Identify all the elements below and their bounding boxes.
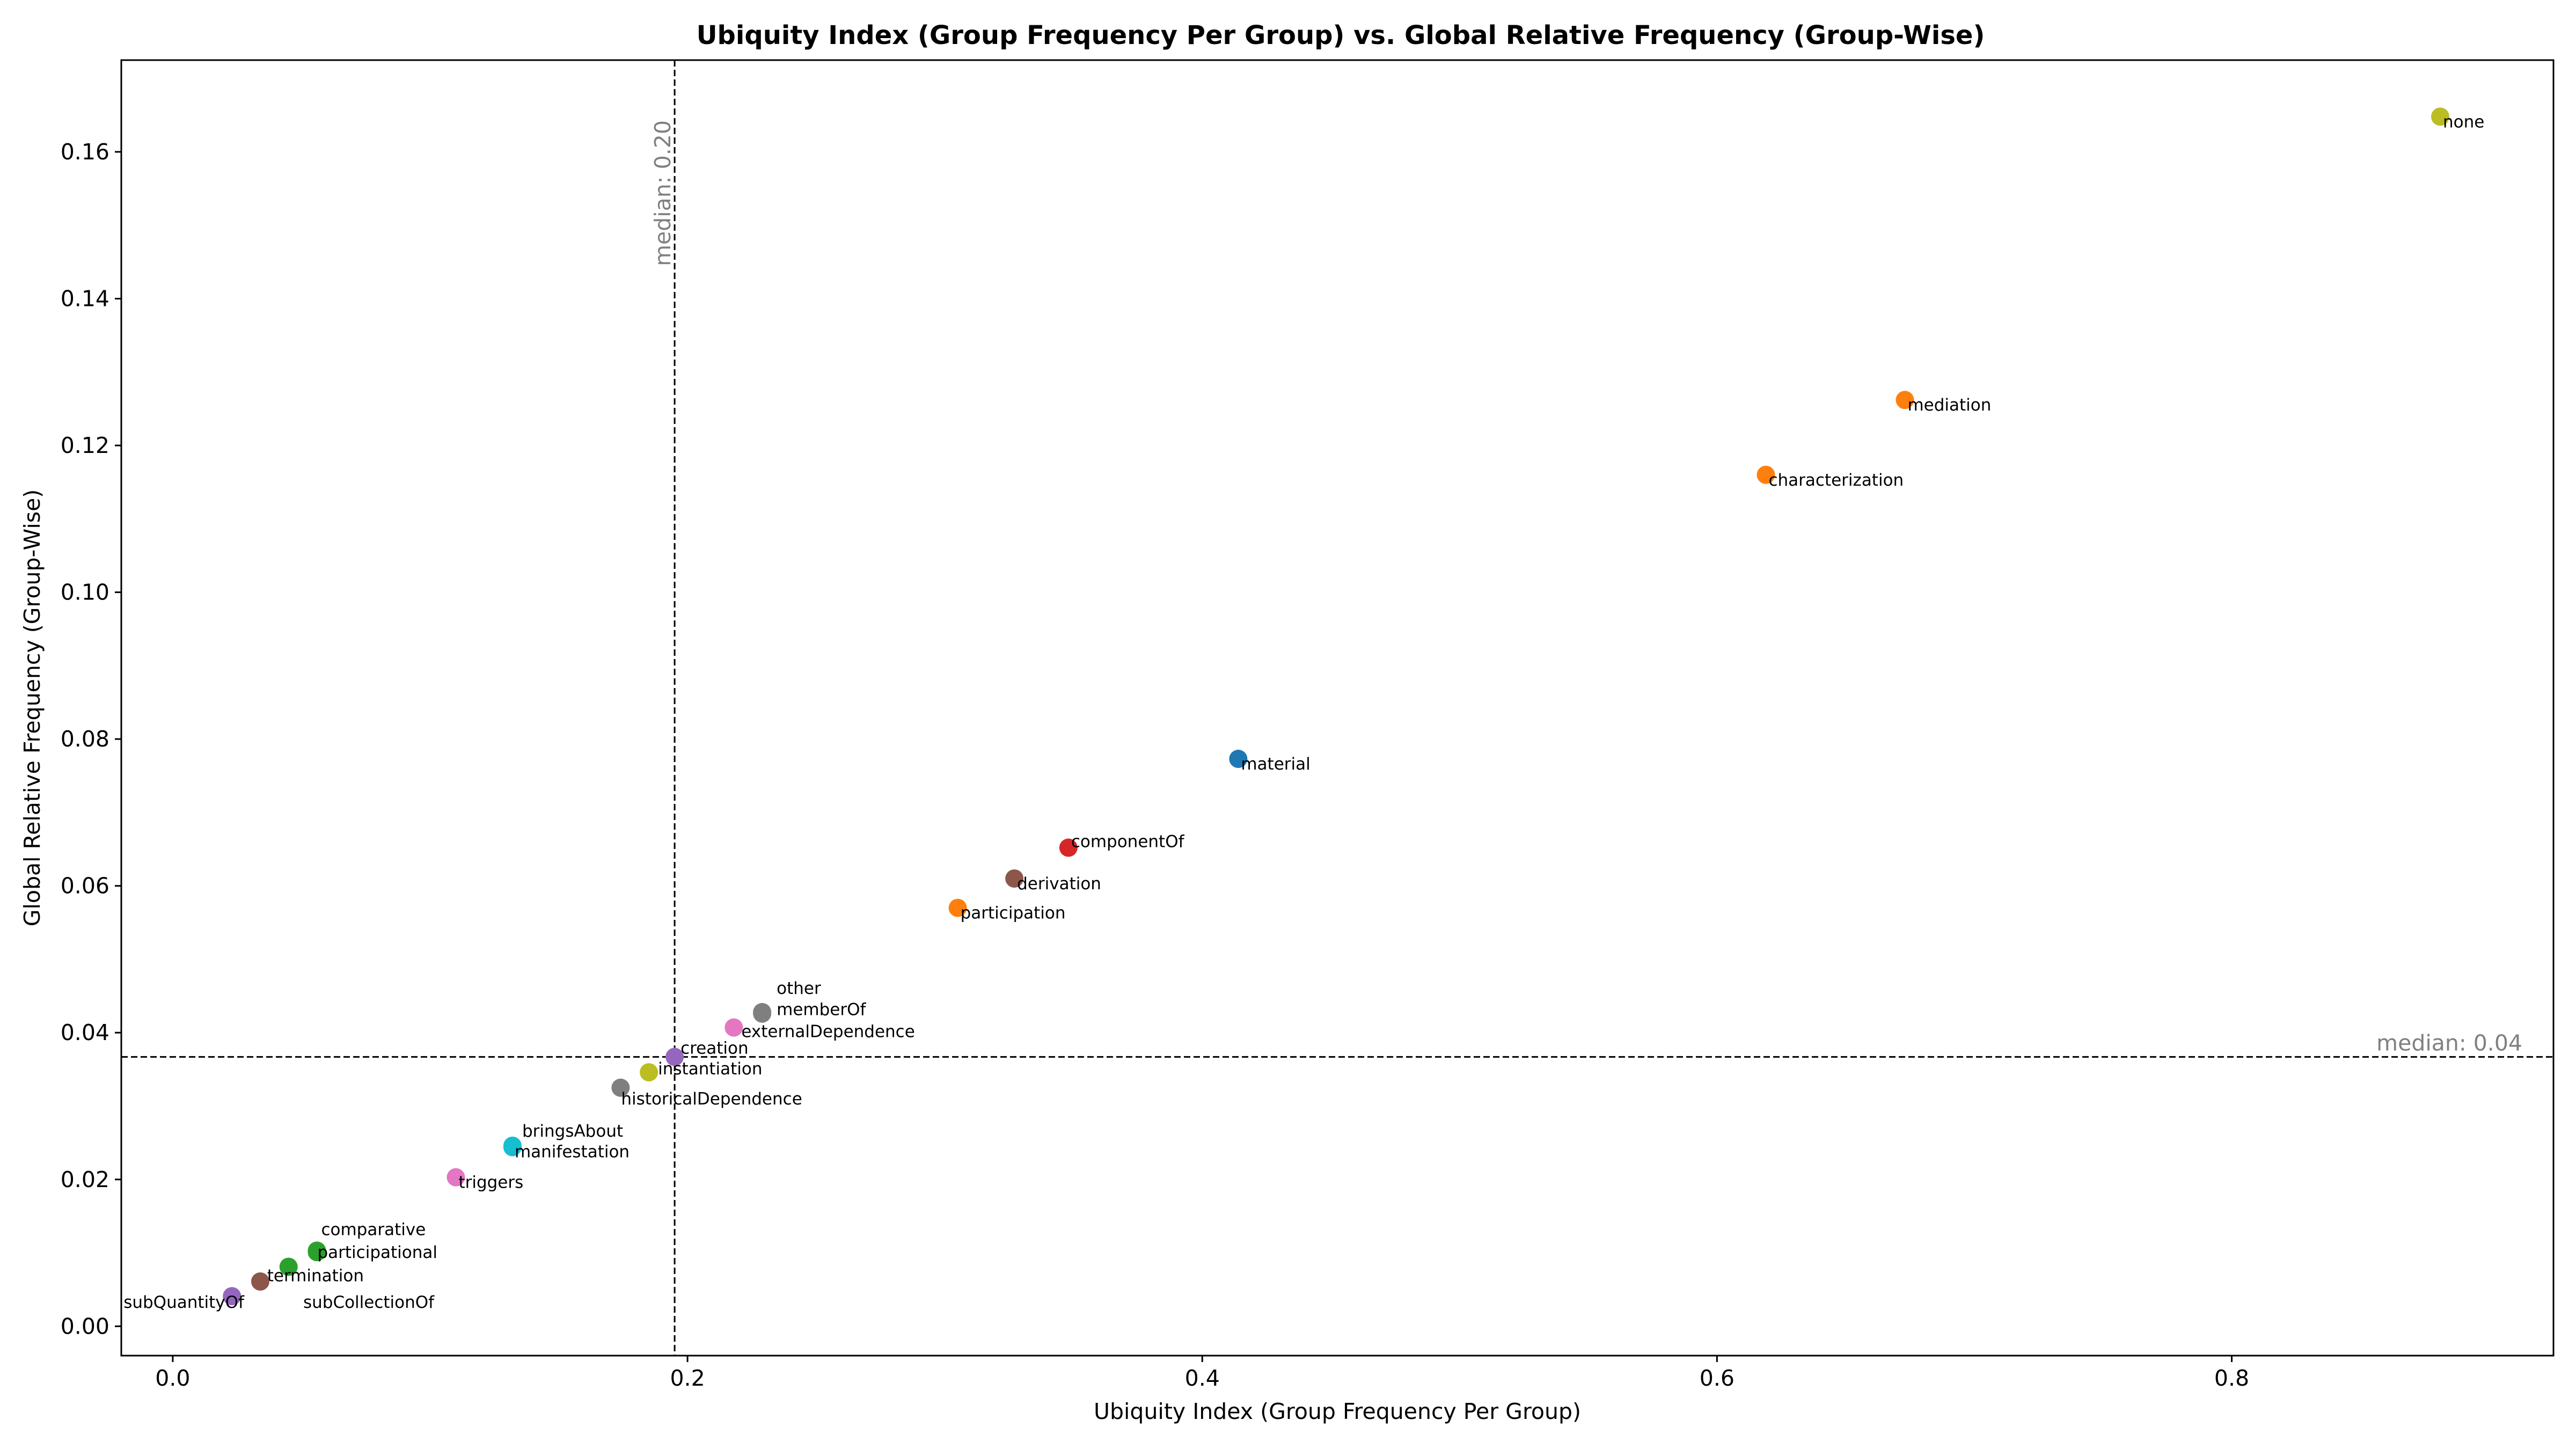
x-tick-label: 0.2 [670,1365,705,1391]
y-tick-label: 0.02 [61,1167,109,1192]
point-label-triggers: triggers [458,1173,523,1192]
point-mediation [1896,391,1914,409]
point-label-memberOf: memberOf [777,1000,866,1020]
point-label-manifestation: manifestation [515,1143,630,1162]
point-label-participation: participation [961,904,1066,923]
point-label-subCollectionOf: subCollectionOf [303,1293,435,1312]
x-axis: 0.0 0.2 0.4 0.6 0.8 [155,1356,2249,1391]
point-memberOf [753,1004,772,1023]
x-tick-label: 0.8 [2214,1365,2249,1391]
y-tick-label: 0.14 [61,286,109,312]
y-tick-label: 0.06 [61,873,109,899]
x-tick-label: 0.0 [155,1365,190,1391]
x-axis-label: Ubiquity Index (Group Frequency Per Grou… [1094,1399,1581,1424]
point-participational [308,1243,326,1262]
y-tick-label: 0.12 [61,433,109,458]
point-label-participational: participational [317,1243,437,1262]
point-label-historicalDependence: historicalDependence [621,1089,802,1109]
point-label-derivation: derivation [1017,874,1101,894]
point-subCollectionOf [251,1272,269,1291]
data-points: none mediation characterization material com… [123,107,2484,1312]
point-label-comparative: comparative [321,1220,426,1239]
point-label-material: material [1241,755,1310,774]
x-tick-label: 0.6 [1700,1365,1735,1391]
point-label-mediation: mediation [1907,396,1991,415]
point-label-instantiation: instantiation [658,1059,762,1079]
y-tick-label: 0.00 [61,1313,109,1339]
point-termination [279,1257,298,1276]
x-tick-label: 0.4 [1185,1365,1220,1391]
point-manifestation [503,1138,522,1157]
y-tick-label: 0.16 [61,139,109,165]
point-historicalDependence [611,1078,630,1097]
point-creation [665,1048,684,1066]
y-tick-label: 0.04 [61,1020,109,1045]
point-externalDependence [724,1018,743,1037]
plot-frame [120,59,2555,1357]
point-label-bringsAbout: bringsAbout [522,1122,623,1141]
y-tick-label: 0.10 [61,580,109,605]
point-none [2431,107,2449,126]
median-x-label: median: 0.20 [650,120,676,266]
point-label-externalDependence: externalDependence [741,1022,914,1042]
chart-title: Ubiquity Index (Group Frequency Per Grou… [697,20,1985,50]
median-y-label: median: 0.04 [2376,1030,2522,1056]
y-axis: 0.00 0.02 0.04 0.06 0.08 0.10 0.12 0.14 0.16 [61,139,121,1339]
point-derivation [1005,869,1024,888]
point-componentOf [1059,838,1078,857]
point-characterization [1757,465,1775,484]
y-tick-label: 0.08 [61,726,109,752]
point-label-componentOf: componentOf [1071,832,1185,852]
point-label-none: none [2443,112,2484,131]
point-label-characterization: characterization [1768,471,1904,490]
point-label-subQuantityOf: subQuantityOf [123,1293,245,1312]
point-instantiation [640,1063,658,1082]
point-label-other: other [777,979,821,998]
point-material [1229,750,1248,769]
point-participation [948,898,967,917]
point-subQuantityOf [223,1287,241,1306]
point-label-termination: termination [267,1267,364,1286]
y-axis-label: Global Relative Frequency (Group-Wise) [19,489,45,927]
point-label-creation: creation [680,1038,749,1058]
point-triggers [447,1168,465,1187]
